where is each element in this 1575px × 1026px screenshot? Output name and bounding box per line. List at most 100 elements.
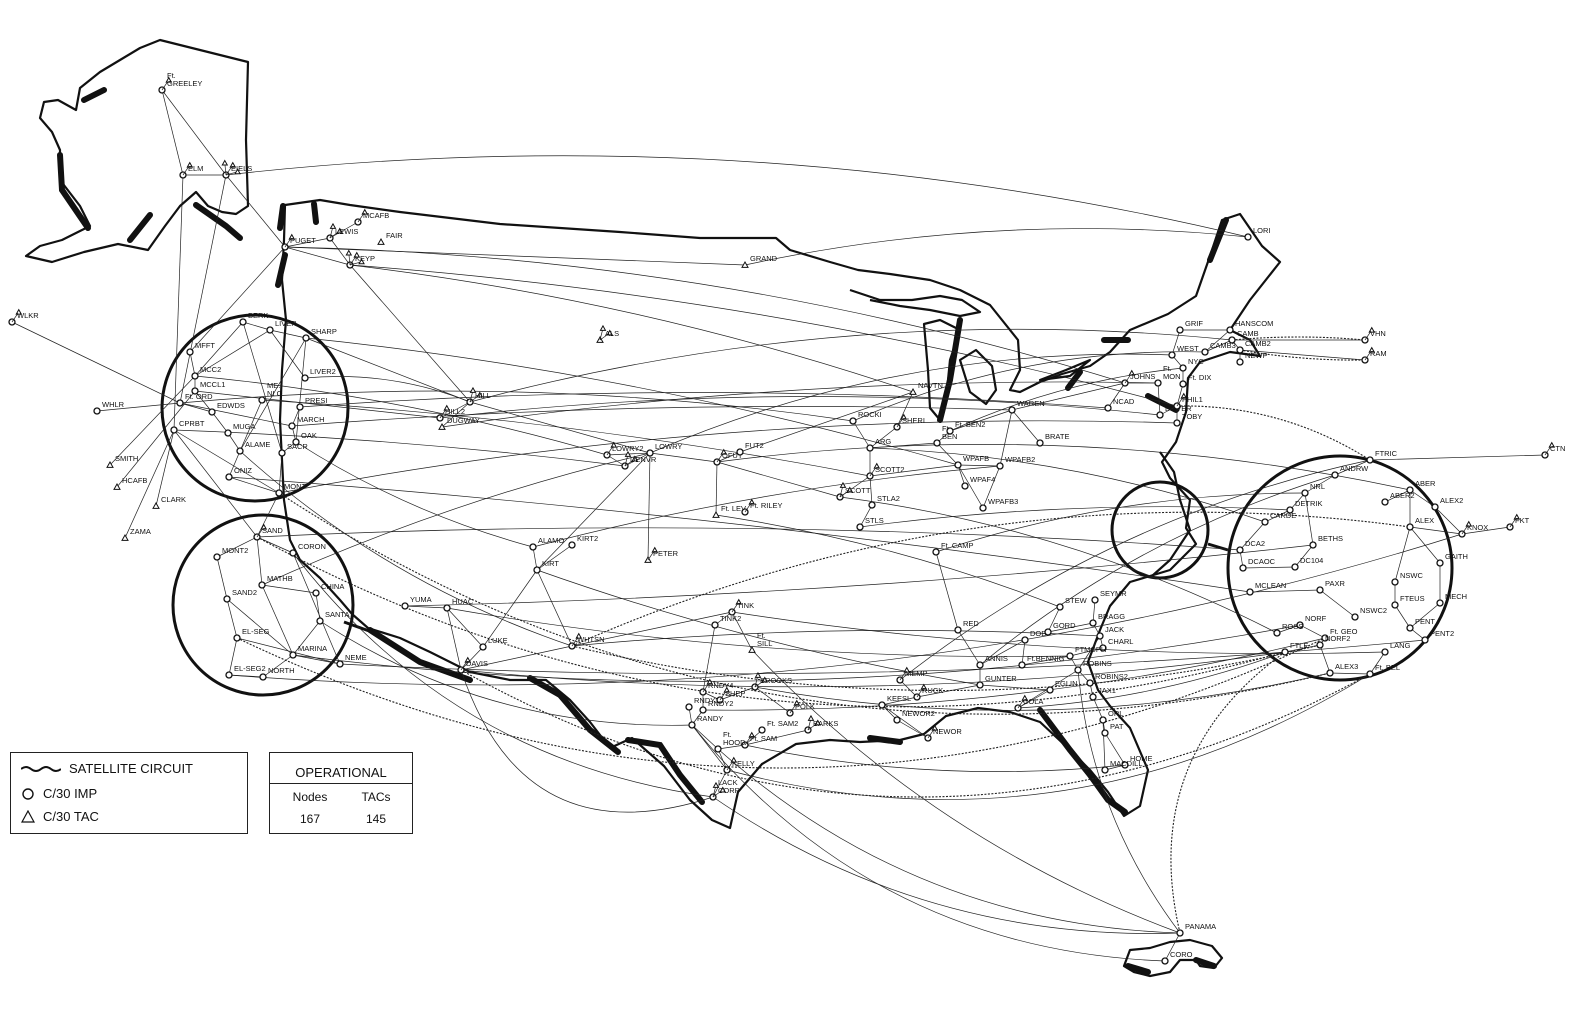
site-rocki[interactable]: ROCKI xyxy=(849,410,882,425)
site-paxr[interactable]: PAXR xyxy=(1316,579,1345,594)
site-denvr[interactable]: DENVR xyxy=(621,450,657,470)
site-dob[interactable]: DOB xyxy=(1021,629,1046,644)
site-lackcorp[interactable]: LACK CORP xyxy=(709,778,740,801)
site-eglin[interactable]: EGLIN xyxy=(1046,679,1078,694)
site-hill2[interactable]: HILL2 xyxy=(436,404,465,422)
site-panama[interactable]: PANAMA xyxy=(1176,922,1216,937)
site-macdill[interactable]: MACDILL xyxy=(1101,759,1143,774)
site-jax1[interactable]: JAX1 xyxy=(1089,686,1116,701)
site-johns[interactable]: JOHNS xyxy=(1121,369,1155,387)
site-ctn[interactable]: CTN xyxy=(1541,441,1565,459)
site-newp[interactable]: NEWP xyxy=(1236,351,1268,366)
site-menlo[interactable]: ME. NLO xyxy=(258,381,283,404)
site-stew[interactable]: STEW xyxy=(1056,596,1088,611)
site-phil1[interactable]: PHIL1 xyxy=(1173,392,1203,410)
site-santa[interactable]: SANTA xyxy=(316,610,349,625)
site-cprbt[interactable]: CPRBT xyxy=(170,419,205,434)
site-ftgreeley[interactable]: Ft. GREELEY xyxy=(158,71,202,94)
site-nswc2[interactable]: NSWC2 xyxy=(1351,606,1387,621)
site-lori[interactable]: LORI xyxy=(1244,226,1271,241)
site-ftmon[interactable]: Ft. MON xyxy=(1154,364,1181,387)
site-gunter[interactable]: GUNTER xyxy=(976,674,1017,689)
site-neme[interactable]: NEME xyxy=(336,653,367,668)
site-scott[interactable]: SCOTT xyxy=(836,481,871,501)
site-ftle[interactable]: FTLE xyxy=(1281,641,1308,656)
site-grif[interactable]: GRIF xyxy=(1176,319,1203,334)
site-liver2[interactable]: LIVER2 xyxy=(301,367,336,382)
site-mont2[interactable]: MONT2 xyxy=(213,546,248,561)
site-mclean[interactable]: MCLEAN xyxy=(1246,581,1286,596)
site-ftgeo[interactable]: Ft. GEO xyxy=(1321,627,1358,642)
site-gord[interactable]: GORD xyxy=(1044,621,1076,636)
site-bragg[interactable]: BRAGG xyxy=(1089,612,1125,627)
site-robins[interactable]: ROBINS xyxy=(1074,659,1112,674)
site-wpaf4[interactable]: WPAF4 xyxy=(961,475,995,490)
site-wpafb3[interactable]: WPAFB3 xyxy=(979,497,1018,512)
site-mont[interactable]: MONT xyxy=(275,482,306,497)
site-mcafb[interactable]: MCAFB xyxy=(354,208,389,226)
site-wpafb[interactable]: WPAFB xyxy=(954,454,989,469)
site-marina[interactable]: MARINA xyxy=(289,644,327,659)
site-mathb[interactable]: MATHB xyxy=(258,574,293,589)
site-whlr[interactable]: WHLR xyxy=(93,400,125,415)
site-brooks[interactable]: BROOKS xyxy=(751,671,792,691)
site-cola[interactable]: COLA xyxy=(1014,694,1043,712)
site-march[interactable]: MARCH xyxy=(288,415,325,430)
site-barks[interactable]: BARKS xyxy=(804,714,838,734)
site-keesl[interactable]: KEESL xyxy=(878,694,911,709)
site-ftsam[interactable]: Ft. SAM xyxy=(741,731,777,749)
site-yuma[interactable]: YUMA xyxy=(401,595,432,610)
site-ftdix[interactable]: Ft. DIX xyxy=(1179,373,1211,388)
site-presi[interactable]: PRESI xyxy=(296,396,328,411)
site-mech[interactable]: MECH xyxy=(1436,592,1467,607)
site-vhn[interactable]: VHN xyxy=(1361,326,1386,344)
site-lowry2[interactable]: LOWRY2 xyxy=(603,441,644,459)
site-detrik[interactable]: DETRIK xyxy=(1286,499,1323,514)
site-berk[interactable]: BERK xyxy=(239,311,268,326)
site-china[interactable]: CHINA xyxy=(312,582,344,597)
site-wpafb2[interactable]: WPAFB2 xyxy=(996,455,1035,470)
site-robins2[interactable]: ROBINS2 xyxy=(1086,672,1128,687)
site-norf2[interactable]: NORF2 xyxy=(1316,634,1350,649)
site-elseg2[interactable]: EL-SEG2 xyxy=(225,664,266,679)
site-pat[interactable]: PAT xyxy=(1101,722,1124,737)
site-fteus[interactable]: FTEUS xyxy=(1391,594,1425,609)
site-north[interactable]: NORTH xyxy=(259,666,295,681)
site-fair[interactable]: FAIR xyxy=(377,231,403,245)
site-scott2[interactable]: SCOTT2 xyxy=(866,462,905,480)
site-davis[interactable]: DAVIS xyxy=(457,656,488,674)
site-mccl1[interactable]: MCCL1 xyxy=(191,380,225,395)
site-elm[interactable]: ELM xyxy=(179,161,203,179)
site-fut2[interactable]: FUT2 xyxy=(736,441,764,456)
site-stla2[interactable]: STLA2 xyxy=(868,494,900,509)
site-rndy3[interactable]: RNDY3 xyxy=(685,696,719,711)
site-wlkr[interactable]: WLKR xyxy=(8,308,39,326)
site-aber[interactable]: ABER xyxy=(1406,479,1436,494)
site-camb2[interactable]: CAMB2 xyxy=(1236,339,1271,354)
site-ftsill[interactable]: Ft. SILL xyxy=(748,631,772,653)
site-ftmcph[interactable]: FTMCPH xyxy=(1066,645,1106,660)
site-eiels[interactable]: EIELS xyxy=(221,159,252,179)
site-lewis[interactable]: LEWIS xyxy=(326,222,358,242)
site-sheri[interactable]: SHERI xyxy=(893,413,925,431)
site-keyp[interactable]: KEYP xyxy=(345,249,375,269)
site-kelly[interactable]: KELLY xyxy=(723,756,755,774)
site-orl[interactable]: ORL xyxy=(1099,709,1123,724)
site-ram[interactable]: RAM xyxy=(1361,346,1387,364)
site-seymr[interactable]: SEYMR xyxy=(1091,589,1127,604)
site-mcc2[interactable]: MCC2 xyxy=(191,365,221,380)
site-fkt[interactable]: FKT xyxy=(1506,513,1530,531)
site-lowry[interactable]: LOWRY xyxy=(646,442,682,457)
site-mfft[interactable]: MFFT xyxy=(186,341,215,356)
site-kirt[interactable]: KIRT xyxy=(533,559,559,574)
site-norf[interactable]: NORF xyxy=(1296,614,1327,629)
site-peter[interactable]: PETER xyxy=(644,546,679,563)
site-coro[interactable]: CORO xyxy=(1161,950,1193,965)
site-home[interactable]: HOME xyxy=(1121,754,1153,769)
site-clark[interactable]: CLARK xyxy=(152,495,186,509)
site-alex2[interactable]: ALEX2 xyxy=(1431,496,1463,511)
site-rndy2[interactable]: RNDY2 xyxy=(699,699,733,714)
site-ftben[interactable]: Ft. BEN xyxy=(933,424,957,447)
site-elseg[interactable]: EL-SEG xyxy=(233,627,270,642)
site-fthood[interactable]: Ft. HOOD xyxy=(714,730,746,753)
